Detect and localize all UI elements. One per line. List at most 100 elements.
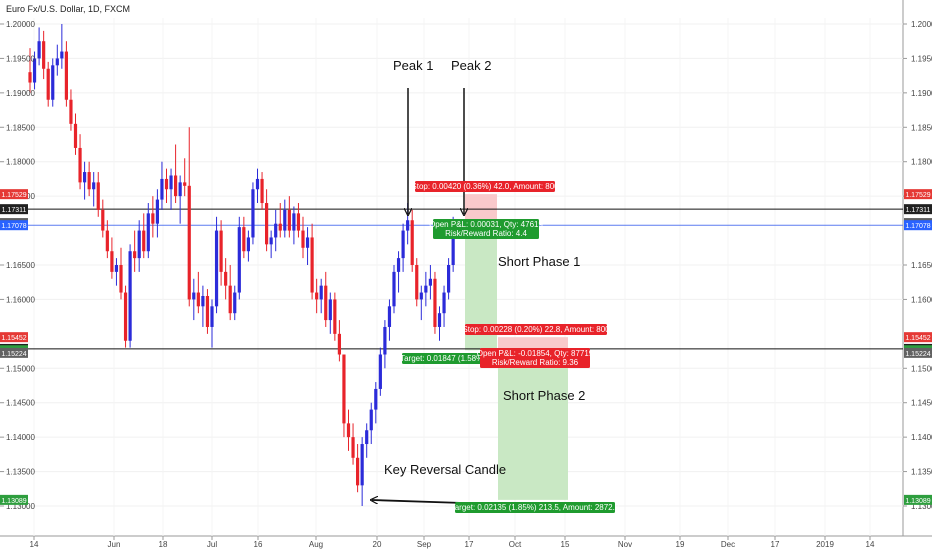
- candle-body: [310, 237, 314, 293]
- candle-body: [83, 172, 87, 183]
- candle-body: [137, 230, 141, 259]
- x-tick-label: 17: [771, 540, 780, 549]
- candle-body: [51, 65, 55, 100]
- peak2-label: Peak 2: [451, 58, 491, 73]
- candle-body: [415, 265, 419, 300]
- candle-body: [69, 99, 73, 124]
- candle-body: [242, 227, 246, 252]
- candle-body: [396, 258, 401, 272]
- trade2-pl-label-text: Risk/Reward Ratio: 9.36: [492, 358, 579, 367]
- candle-body: [346, 423, 351, 438]
- candle-body: [224, 271, 228, 286]
- y-tick-label: 1.14000: [911, 433, 932, 442]
- candle-body: [119, 265, 123, 293]
- price-badge-left-text: 1.17078: [1, 223, 26, 230]
- y-tick-label-left: 1.16500: [6, 261, 35, 270]
- y-tick-label: 1.16000: [911, 295, 932, 304]
- price-badge-text: 1.15452: [905, 335, 930, 342]
- price-badge-left-text: 1.17311: [2, 207, 27, 214]
- candle-body: [73, 123, 78, 148]
- candle-body: [442, 292, 446, 314]
- candle-body: [46, 68, 50, 100]
- candle-body: [410, 220, 414, 265]
- x-tick-label: Aug: [309, 540, 323, 549]
- candle-body: [96, 182, 100, 210]
- candle-body: [142, 230, 146, 252]
- candle-body: [328, 299, 332, 321]
- y-tick-label-left: 1.19500: [6, 54, 35, 63]
- price-badge: [904, 494, 932, 505]
- trade2-pl-label-box: [480, 348, 590, 368]
- candle-body: [169, 175, 173, 190]
- price-badge-text: 1.17078: [905, 223, 930, 230]
- candle-body: [337, 333, 341, 355]
- candle-body: [451, 223, 455, 265]
- candle-body: [105, 230, 109, 252]
- y-tick-label-left: 1.16000: [6, 295, 35, 304]
- x-tick-label: Nov: [618, 540, 632, 549]
- candle-body: [101, 209, 105, 231]
- candle-body: [424, 285, 428, 293]
- x-tick-label: 19: [676, 540, 685, 549]
- short-phase-2-label: Short Phase 2: [503, 388, 585, 403]
- key-reversal-arrow: [372, 500, 464, 503]
- candle-body: [87, 172, 91, 190]
- candle-body: [251, 189, 255, 238]
- price-badge-text: 1.17529: [905, 192, 930, 199]
- candle-body: [128, 251, 132, 341]
- candle-body: [201, 295, 205, 307]
- candle-body: [246, 237, 250, 252]
- candle-body: [219, 230, 223, 272]
- trade2-pl-label-text: Open P&L: -0.01854, Qty: 87719: [477, 349, 594, 358]
- candle-body: [283, 209, 287, 231]
- y-tick-label: 1.14500: [911, 399, 932, 408]
- trade1-pl-label-box: [433, 219, 539, 239]
- x-tick-label: Jul: [207, 540, 217, 549]
- candle-body: [260, 178, 264, 204]
- x-tick-label: Dec: [721, 540, 735, 549]
- trade1-target-label-box: [402, 353, 484, 364]
- y-tick-label-left: 1.20000: [6, 20, 35, 29]
- y-tick-label: 1.20000: [911, 20, 932, 29]
- y-tick-label: 1.15000: [911, 364, 932, 373]
- candle-body: [155, 199, 159, 224]
- y-tick-label: 1.19500: [911, 54, 932, 63]
- candle-body: [296, 213, 301, 231]
- candle-body: [278, 223, 282, 231]
- candle-body: [333, 299, 337, 334]
- price-badge-left: [0, 494, 28, 505]
- price-badge: [904, 189, 932, 200]
- candle-body: [383, 326, 387, 355]
- candle-body: [28, 72, 32, 83]
- x-tick-label: 14: [866, 540, 875, 549]
- time-axis: 14 Jun 18 Jul 16 Aug 20 Sep 17 Oct 15 Nov 19 Dec 17 201…: [30, 536, 875, 549]
- candle-body: [406, 220, 410, 231]
- trade2-profit-zone: [498, 352, 568, 500]
- price-badge-left-text: 1.13089: [1, 498, 26, 505]
- trade2-target-label-text: Target: 0.02135 (1.85%) 213.5, Amount: 2…: [451, 503, 620, 512]
- candle-body: [387, 306, 392, 327]
- grid: [0, 0, 932, 537]
- candle-body: [255, 178, 260, 190]
- candles: [28, 24, 455, 506]
- y-tick-label-left: 1.19000: [6, 89, 35, 98]
- candle-body: [319, 285, 323, 300]
- candle-body: [55, 58, 59, 66]
- peak1-label: Peak 1: [393, 58, 433, 73]
- price-badge: [904, 204, 932, 215]
- price-badge-left-text: 1.15452: [1, 335, 26, 342]
- price-badge: [904, 347, 932, 358]
- x-tick-label: 18: [159, 540, 168, 549]
- price-badge-text: 1.13089: [905, 498, 930, 505]
- candle-body: [287, 209, 291, 231]
- y-tick-label: 1.13500: [911, 468, 932, 477]
- candle-body: [269, 237, 273, 245]
- candle-body: [92, 182, 96, 190]
- candle-body: [342, 354, 346, 424]
- price-badge-left-text: 1.17529: [1, 192, 26, 199]
- candle-body: [419, 292, 423, 300]
- candle-body: [369, 409, 373, 431]
- candle-body: [265, 203, 269, 245]
- candle-body: [164, 178, 169, 190]
